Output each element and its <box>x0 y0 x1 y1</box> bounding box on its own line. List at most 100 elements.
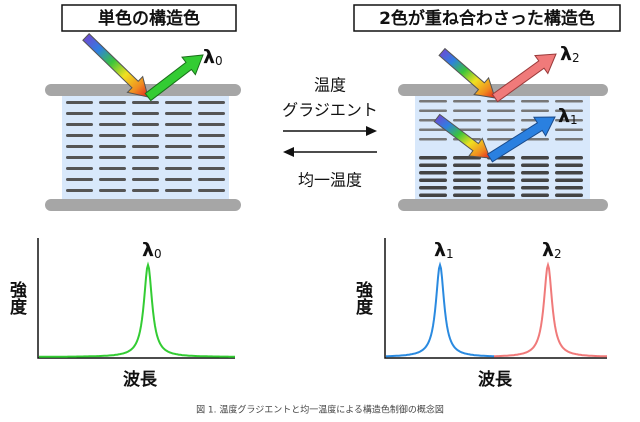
layer <box>66 167 93 170</box>
layer <box>419 109 447 112</box>
layer <box>198 156 225 159</box>
layer <box>419 138 447 141</box>
layer <box>555 178 583 182</box>
layer <box>66 112 93 115</box>
layer <box>453 119 481 122</box>
layer <box>198 134 225 137</box>
label: 温度 <box>314 76 346 95</box>
layer <box>165 178 192 181</box>
layer <box>99 112 126 115</box>
x-axis-label: 波長 <box>478 369 513 390</box>
layer <box>198 101 225 104</box>
layer <box>453 109 481 112</box>
layer <box>453 178 481 182</box>
wavelength-label: λ0 <box>203 46 223 68</box>
layer <box>132 101 159 104</box>
substrate <box>45 199 241 211</box>
layer <box>132 112 159 115</box>
layer <box>132 134 159 137</box>
layer <box>453 163 481 167</box>
layer <box>165 101 192 104</box>
layer <box>165 189 192 192</box>
layer <box>487 109 515 112</box>
layer <box>521 109 549 112</box>
layer <box>419 156 447 160</box>
layer <box>555 138 583 141</box>
axes <box>384 238 607 359</box>
peak-label: λ0 <box>142 239 162 261</box>
layer <box>165 156 192 159</box>
axes <box>37 238 235 359</box>
layer <box>521 178 549 182</box>
spectra <box>39 261 607 358</box>
layer <box>198 112 225 115</box>
layer <box>453 171 481 175</box>
layer <box>198 123 225 126</box>
layer <box>66 123 93 126</box>
layer <box>99 167 126 170</box>
layer <box>521 171 549 175</box>
layer <box>487 119 515 122</box>
arrow <box>82 33 149 98</box>
layer <box>419 163 447 167</box>
wavelength-label: λ2 <box>560 43 580 65</box>
y-axis-label: 強度 <box>352 280 373 316</box>
layer <box>132 178 159 181</box>
layer <box>419 128 447 131</box>
title: 単色の構造色 <box>98 8 200 29</box>
layer <box>165 112 192 115</box>
layer <box>132 156 159 159</box>
layer <box>419 171 447 175</box>
layer <box>487 163 515 167</box>
layer <box>198 167 225 170</box>
x-axis-label: 波長 <box>123 369 158 390</box>
layer <box>99 134 126 137</box>
arrow-head <box>283 147 294 157</box>
arrow <box>433 113 491 159</box>
layer <box>165 123 192 126</box>
layer <box>99 189 126 192</box>
layer <box>555 100 583 103</box>
layer <box>99 101 126 104</box>
layer <box>487 186 515 190</box>
layer <box>66 134 93 137</box>
title-box <box>353 4 621 32</box>
label: 均一温度 <box>298 171 362 190</box>
layer <box>555 119 583 122</box>
peak-label: λ2 <box>542 239 562 261</box>
layer <box>453 193 481 197</box>
layer <box>165 145 192 148</box>
layer <box>521 163 549 167</box>
layer <box>555 171 583 175</box>
layer <box>198 145 225 148</box>
layer <box>66 156 93 159</box>
layer <box>66 178 93 181</box>
arrow <box>144 54 204 102</box>
y-axis-label: 強度 <box>6 280 27 316</box>
layer <box>132 123 159 126</box>
layer <box>132 189 159 192</box>
layer <box>99 123 126 126</box>
layer <box>555 163 583 167</box>
spectrum <box>39 261 235 358</box>
layer <box>66 189 93 192</box>
peak-label: λ1 <box>434 239 454 261</box>
spectrum <box>494 261 607 358</box>
layer <box>521 100 549 103</box>
layer <box>132 145 159 148</box>
layer <box>419 193 447 197</box>
title: 2色が重ね合わさった構造色 <box>379 8 595 29</box>
layer <box>99 156 126 159</box>
title-box <box>61 4 237 32</box>
layer <box>419 178 447 182</box>
layer <box>419 100 447 103</box>
layer <box>198 178 225 181</box>
layer <box>453 186 481 190</box>
arrow <box>491 53 557 103</box>
layer <box>487 178 515 182</box>
layer <box>66 101 93 104</box>
layer <box>521 156 549 160</box>
layer <box>99 178 126 181</box>
layer <box>555 128 583 131</box>
